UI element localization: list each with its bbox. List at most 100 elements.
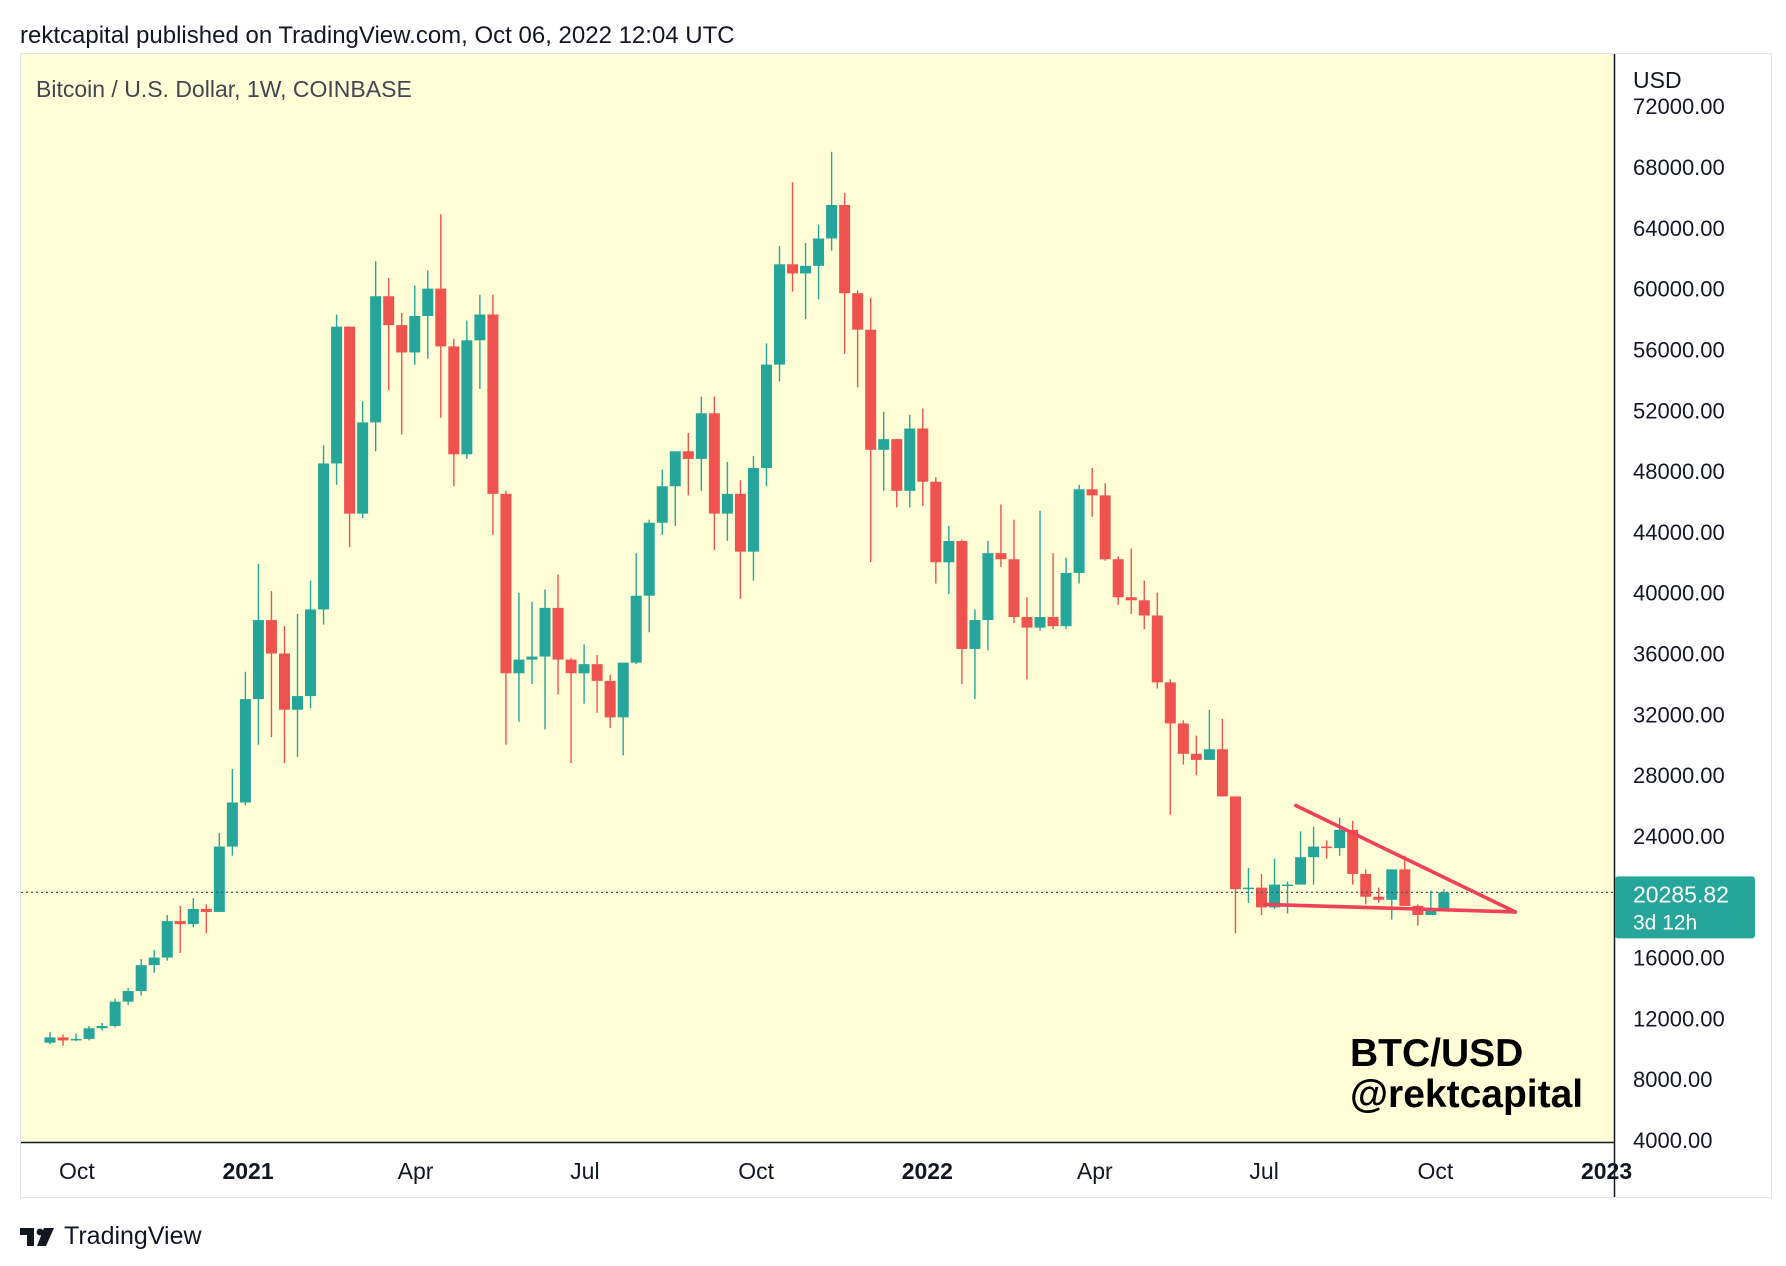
candle[interactable] — [943, 525, 955, 595]
candle[interactable] — [135, 959, 147, 996]
candle[interactable] — [265, 591, 277, 738]
candle[interactable] — [213, 832, 225, 912]
candle[interactable] — [734, 480, 746, 599]
candle[interactable] — [513, 592, 525, 722]
candle[interactable] — [1047, 553, 1059, 630]
candle[interactable] — [396, 312, 408, 435]
candle[interactable] — [604, 674, 616, 728]
candle[interactable] — [1334, 817, 1346, 856]
candle[interactable] — [1099, 483, 1111, 561]
candle[interactable] — [187, 898, 199, 928]
candle[interactable] — [617, 662, 629, 756]
candle[interactable] — [813, 224, 825, 300]
candle[interactable] — [1360, 869, 1372, 905]
candle[interactable] — [148, 949, 160, 973]
candle[interactable] — [161, 914, 173, 961]
candle[interactable] — [1216, 718, 1228, 797]
candle[interactable] — [839, 192, 851, 354]
candle[interactable] — [539, 589, 551, 730]
candle[interactable] — [1125, 548, 1137, 614]
candle[interactable] — [1229, 796, 1241, 934]
candle[interactable] — [1034, 510, 1046, 631]
candle[interactable] — [865, 297, 877, 563]
footer[interactable]: TradingView — [20, 1222, 202, 1251]
candle[interactable] — [1308, 826, 1320, 885]
candle[interactable] — [435, 214, 447, 418]
candle[interactable] — [956, 539, 968, 684]
candle[interactable] — [878, 411, 890, 491]
candle[interactable] — [461, 320, 473, 459]
candle[interactable] — [904, 414, 916, 508]
candle[interactable] — [969, 609, 981, 700]
candle[interactable] — [1190, 735, 1202, 776]
candle[interactable] — [1438, 889, 1450, 911]
candle[interactable] — [1295, 831, 1307, 885]
candle[interactable] — [721, 461, 733, 541]
candle[interactable] — [1255, 873, 1267, 915]
candle[interactable] — [96, 1022, 108, 1031]
candle[interactable] — [1086, 468, 1098, 517]
candle[interactable] — [305, 580, 317, 709]
candle[interactable] — [109, 998, 121, 1028]
candle[interactable] — [682, 433, 694, 496]
candle[interactable] — [1073, 484, 1085, 584]
candle[interactable] — [852, 290, 864, 388]
candle[interactable] — [1164, 679, 1176, 815]
candle[interactable] — [409, 285, 421, 365]
candle[interactable] — [422, 270, 434, 359]
candle[interactable] — [1321, 840, 1333, 859]
candle[interactable] — [565, 658, 577, 763]
candle[interactable] — [800, 243, 812, 320]
candle[interactable] — [1177, 720, 1189, 765]
candle[interactable] — [122, 987, 134, 1005]
candle[interactable] — [826, 151, 838, 251]
candle[interactable] — [226, 769, 238, 856]
candle[interactable] — [500, 490, 512, 745]
candle[interactable] — [70, 1033, 82, 1042]
candle[interactable] — [995, 504, 1007, 567]
candle[interactable] — [630, 553, 642, 665]
candle[interactable] — [1112, 556, 1124, 605]
candle[interactable] — [982, 540, 994, 651]
trendline-lower[interactable] — [1262, 902, 1518, 914]
candle[interactable] — [1021, 597, 1033, 680]
candle[interactable] — [331, 314, 343, 485]
candle[interactable] — [200, 904, 212, 934]
candle[interactable] — [1008, 519, 1020, 624]
candle[interactable] — [1386, 869, 1398, 920]
candle[interactable] — [357, 401, 369, 519]
candle[interactable] — [344, 326, 356, 548]
candle[interactable] — [1269, 858, 1281, 909]
candle[interactable] — [370, 261, 382, 452]
candle[interactable] — [474, 294, 486, 389]
candle[interactable] — [1373, 887, 1385, 903]
candle[interactable] — [917, 408, 929, 507]
candle[interactable] — [591, 655, 603, 713]
candle[interactable] — [83, 1025, 95, 1041]
candle[interactable] — [760, 343, 772, 487]
candle[interactable] — [239, 671, 251, 806]
candle[interactable] — [278, 626, 290, 763]
candle[interactable] — [695, 396, 707, 491]
candle[interactable] — [526, 601, 538, 684]
candle[interactable] — [1242, 867, 1254, 903]
candle[interactable] — [318, 445, 330, 625]
candle[interactable] — [708, 396, 720, 551]
candle[interactable] — [292, 613, 304, 757]
candle[interactable] — [383, 277, 395, 391]
candle[interactable] — [643, 519, 655, 633]
candle[interactable] — [552, 574, 564, 695]
candle[interactable] — [656, 469, 668, 535]
candle[interactable] — [747, 455, 759, 581]
candle[interactable] — [1282, 881, 1294, 914]
candle[interactable] — [773, 246, 785, 382]
candle[interactable] — [174, 905, 186, 954]
candle[interactable] — [487, 294, 499, 535]
trendline-upper[interactable] — [1293, 803, 1518, 914]
candle[interactable] — [252, 563, 264, 745]
candle[interactable] — [1399, 855, 1411, 906]
candle[interactable] — [669, 451, 681, 526]
candle[interactable] — [1138, 580, 1150, 630]
candle[interactable] — [1060, 557, 1072, 630]
